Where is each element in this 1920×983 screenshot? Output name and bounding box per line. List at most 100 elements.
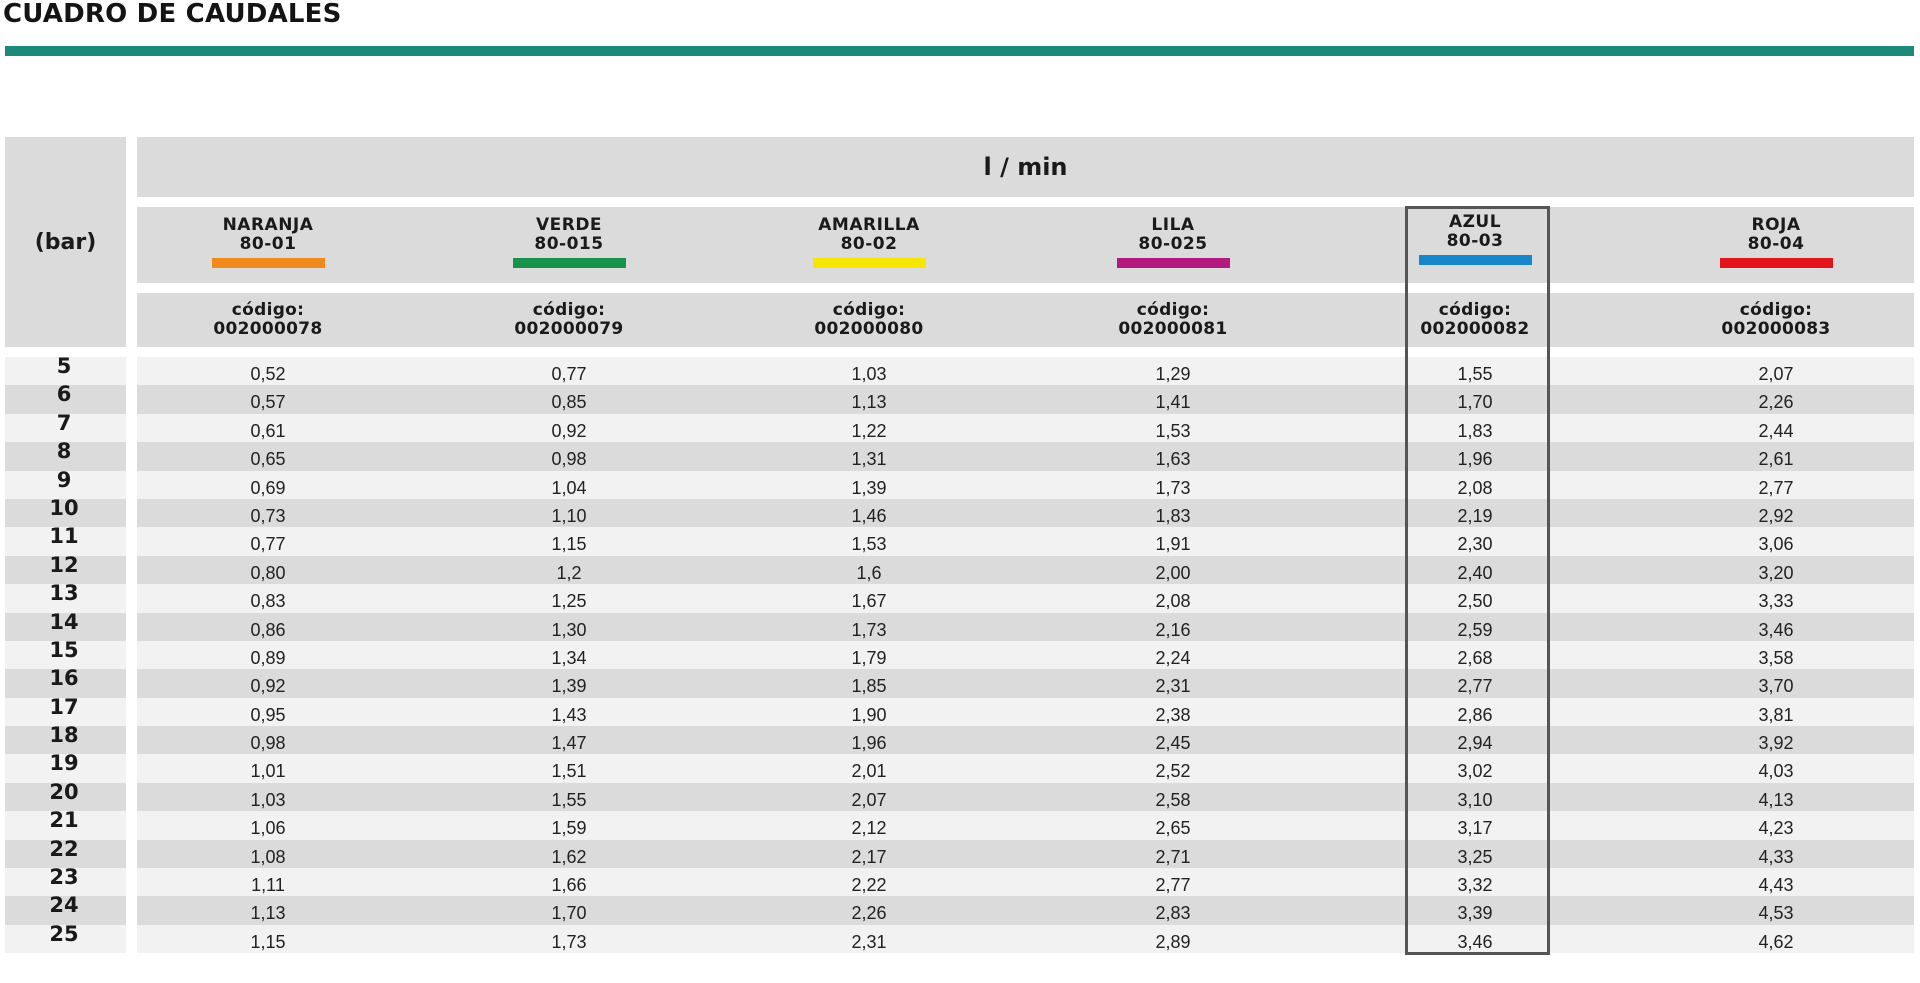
flow-value-cell: 1,79 [851, 647, 887, 668]
pressure-cell: 9 [5, 468, 126, 499]
flow-value-cell: 3,46 [1457, 931, 1493, 952]
flow-value-cell: 2,89 [1155, 931, 1191, 952]
flow-value-cell: 2,26 [851, 903, 887, 924]
nozzle-code-value: 002000080 [814, 319, 924, 339]
flow-value-cell: 3,10 [1457, 789, 1493, 810]
flow-value-cell: 3,92 [1758, 733, 1794, 754]
flow-value-cell: 2,77 [1457, 676, 1493, 697]
flow-value-cell: 1,08 [250, 846, 286, 867]
row-band [137, 584, 1914, 613]
flow-value-cell: 2,24 [1155, 647, 1191, 668]
nozzle-color-swatch [211, 258, 325, 268]
flow-value-cell: 3,58 [1758, 647, 1794, 668]
table-row: 17 0,95 1,43 1,90 2,38 2,86 3,81 [0, 694, 1920, 727]
flow-value-cell: 1,29 [1155, 364, 1191, 384]
flow-value-cell: 1,03 [250, 789, 286, 810]
flow-value-cell: 2,17 [851, 846, 887, 867]
pressure-value: 11 [49, 524, 79, 549]
pressure-value: 15 [49, 637, 79, 662]
table-row: 24 1,13 1,70 2,26 2,83 3,39 4,53 [0, 893, 1920, 925]
pressure-value: 10 [49, 495, 79, 520]
row-band [137, 697, 1914, 727]
flow-value-cell: 2,08 [1457, 477, 1493, 498]
flow-value-cell: 0,89 [250, 647, 286, 668]
flow-value-cell: 4,62 [1758, 931, 1794, 952]
nozzle-code-header-band [137, 293, 1914, 347]
pressure-cell: 10 [5, 495, 126, 528]
flow-value-cell: 2,65 [1155, 818, 1191, 839]
pressure-value: 8 [56, 439, 72, 464]
flow-value-cell: 4,33 [1758, 846, 1794, 867]
nozzle-model: 80-03 [1446, 231, 1504, 251]
flow-value-cell: 3,33 [1758, 591, 1794, 612]
nozzle-color-swatch [1719, 258, 1833, 268]
nozzle-color-name: ROJA [1751, 215, 1801, 235]
nozzle-header-amarilla: AMARILLA 80-02 [749, 216, 989, 268]
flow-value-cell: 0,92 [551, 420, 587, 441]
nozzle-color-name: VERDE [535, 215, 603, 235]
pressure-cell: 8 [5, 439, 126, 471]
row-band [137, 357, 1914, 386]
title-rule [5, 46, 1914, 56]
pressure-value: 17 [49, 694, 79, 719]
table-row: 14 0,86 1,30 1,73 2,16 2,59 3,46 [0, 610, 1920, 641]
flow-value-cell: 2,30 [1457, 534, 1493, 555]
pressure-cell: 21 [5, 808, 126, 840]
pressure-cell: 18 [5, 723, 126, 755]
flow-value-cell: 1,73 [551, 931, 587, 952]
nozzle-model: 80-01 [239, 234, 297, 254]
table-row: 18 0,98 1,47 1,96 2,45 2,94 3,92 [0, 723, 1920, 755]
nozzle-code-label: código: [532, 300, 606, 320]
table-row: 23 1,11 1,66 2,22 2,77 3,32 4,43 [0, 865, 1920, 897]
flow-value-cell: 1,47 [551, 733, 587, 754]
nozzle-color-swatch [1418, 255, 1532, 265]
flow-value-cell: 0,86 [250, 619, 286, 640]
nozzle-code-label: código: [1136, 300, 1210, 320]
flow-value-cell: 4,13 [1758, 789, 1794, 810]
flow-value-cell: 1,53 [1155, 420, 1191, 441]
nozzle-model: 80-015 [534, 234, 604, 254]
table-row: 22 1,08 1,62 2,17 2,71 3,25 4,33 [0, 837, 1920, 869]
flow-value-cell: 1,22 [851, 420, 887, 441]
nozzle-code-value: 002000082 [1420, 319, 1530, 339]
pressure-cell: 6 [5, 382, 126, 414]
row-band [137, 413, 1914, 443]
row-band [137, 669, 1914, 698]
pressure-cell: 23 [5, 865, 126, 897]
table-row: 16 0,92 1,39 1,85 2,31 2,77 3,70 [0, 666, 1920, 698]
pressure-cell: 17 [5, 694, 126, 727]
pressure-value: 13 [49, 581, 79, 606]
flow-value-cell: 0,98 [250, 733, 286, 754]
flow-value-cell: 3,81 [1758, 704, 1794, 725]
pressure-cell: 14 [5, 610, 126, 641]
row-band [137, 924, 1914, 954]
row-band [137, 811, 1914, 840]
flow-value-cell: 3,46 [1758, 619, 1794, 640]
nozzle-model: 80-04 [1747, 234, 1805, 254]
flow-value-cell: 1,91 [1155, 534, 1191, 555]
flow-value-cell: 2,59 [1457, 619, 1493, 640]
nozzle-color-swatch [812, 258, 926, 268]
flow-value-cell: 1,31 [851, 449, 887, 470]
flow-value-cell: 2,16 [1155, 619, 1191, 640]
flow-value-cell: 3,39 [1457, 903, 1493, 924]
flow-value-cell: 2,77 [1758, 477, 1794, 498]
flow-value-cell: 1,70 [551, 903, 587, 924]
flow-value-cell: 3,70 [1758, 676, 1794, 697]
flow-value-cell: 0,77 [250, 534, 286, 555]
flow-value-cell: 1,62 [551, 846, 587, 867]
flow-value-cell: 1,15 [250, 931, 286, 952]
pressure-cell: 19 [5, 751, 126, 783]
row-band [137, 612, 1914, 641]
flow-value-cell: 2,71 [1155, 846, 1191, 867]
flow-value-cell: 1,04 [551, 477, 587, 498]
row-band [137, 527, 1914, 556]
nozzle-color-name: AZUL [1448, 212, 1502, 232]
pressure-value: 16 [49, 666, 79, 691]
flow-value-cell: 1,06 [250, 818, 286, 839]
flow-value-cell: 1,63 [1155, 449, 1191, 470]
table-row: 6 0,57 0,85 1,13 1,41 1,70 2,26 [0, 382, 1920, 414]
table-row: 19 1,01 1,51 2,01 2,52 3,02 4,03 [0, 751, 1920, 783]
nozzle-code: código: 002000080 [749, 301, 989, 339]
flow-value-cell: 1,73 [1155, 477, 1191, 498]
